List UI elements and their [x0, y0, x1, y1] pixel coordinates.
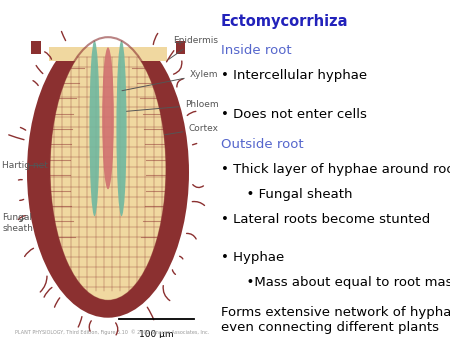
Text: • Hyphae: • Hyphae — [221, 251, 284, 264]
Text: Inside root: Inside root — [221, 44, 292, 57]
Text: Forms extensive network of hyphae
even connecting different plants: Forms extensive network of hyphae even c… — [221, 306, 450, 334]
Ellipse shape — [27, 27, 189, 318]
Text: Fungal
sheath: Fungal sheath — [2, 213, 33, 233]
Text: Cortex: Cortex — [165, 124, 218, 135]
Text: Outside root: Outside root — [221, 138, 304, 151]
Ellipse shape — [117, 41, 126, 216]
Bar — [50, 47, 166, 61]
Text: Phloem: Phloem — [126, 100, 218, 111]
Text: Hartig net: Hartig net — [2, 161, 48, 170]
Ellipse shape — [90, 41, 99, 216]
Ellipse shape — [102, 47, 114, 189]
Text: • Intercellular hyphae: • Intercellular hyphae — [221, 69, 367, 82]
Text: •Mass about equal to root mass: •Mass about equal to root mass — [221, 276, 450, 289]
Text: Ectomycorrhiza: Ectomycorrhiza — [221, 14, 349, 28]
Bar — [18, 0, 198, 47]
Text: • Does not enter cells: • Does not enter cells — [221, 108, 367, 121]
Ellipse shape — [50, 37, 166, 301]
Text: 100 μm: 100 μm — [139, 330, 174, 338]
Text: PLANT PHYSIOLOGY, Third Edition, Figure 5.10  © 2002 Sinauer Associates, Inc.: PLANT PHYSIOLOGY, Third Edition, Figure … — [15, 329, 210, 335]
Bar — [32, 41, 184, 54]
Text: Xylem: Xylem — [122, 70, 218, 91]
Text: • Lateral roots become stunted: • Lateral roots become stunted — [221, 213, 430, 225]
Text: • Thick layer of hyphae around root: • Thick layer of hyphae around root — [221, 163, 450, 176]
Bar — [40, 20, 176, 54]
Text: • Fungal sheath: • Fungal sheath — [221, 188, 352, 201]
Text: Epidermis: Epidermis — [169, 36, 218, 59]
